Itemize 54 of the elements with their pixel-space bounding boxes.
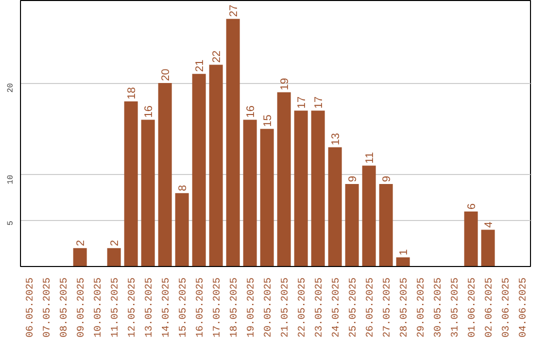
data-label: 13: [330, 133, 342, 146]
data-label: 11: [364, 152, 376, 164]
data-label: 1: [398, 249, 410, 256]
x-tick-label: 29.05.2025: [416, 277, 428, 338]
x-tick-label: 17.05.2025: [212, 277, 224, 338]
data-label: 17: [313, 96, 325, 109]
data-label: 19: [279, 78, 291, 90]
data-label: 21: [194, 60, 206, 72]
data-label: 16: [245, 105, 257, 118]
x-tick-label: 24.05.2025: [332, 277, 342, 338]
x-tick-label: 10.05.2025: [94, 277, 104, 338]
x-tick-label: 09.05.2025: [76, 277, 88, 338]
data-label: 27: [228, 4, 240, 17]
x-tick-label: 30.05.2025: [434, 277, 444, 338]
x-tick-label: 15.05.2025: [178, 277, 190, 338]
x-tick-label: 25.05.2025: [348, 277, 360, 338]
x-tick-label: 19.05.2025: [246, 277, 258, 338]
x-tick-label: 16.05.2025: [196, 277, 206, 338]
data-label: 20: [160, 68, 172, 82]
x-tick-label: 26.05.2025: [366, 277, 376, 338]
y-tick-label: 10: [6, 174, 16, 184]
y-tick-label: 5: [6, 220, 16, 226]
x-tick-label: 21.05.2025: [280, 277, 292, 338]
x-tick-label: 03.06.2025: [502, 277, 512, 338]
x-tick-label: 02.06.2025: [484, 277, 496, 338]
y-tick-label: 20: [6, 82, 16, 93]
x-tick-label: 01.06.2025: [468, 277, 478, 338]
x-tick-label: 04.06.2025: [518, 277, 530, 338]
data-label: 17: [296, 96, 308, 109]
x-tick-label: 18.05.2025: [230, 277, 240, 338]
data-label: 2: [75, 240, 87, 246]
x-tick-label: 08.05.2025: [60, 277, 70, 338]
data-label: 16: [143, 105, 155, 118]
x-tick-label: 07.05.2025: [42, 277, 54, 338]
data-label: 2: [109, 240, 121, 246]
x-tick-label: 14.05.2025: [162, 277, 172, 338]
data-label: 22: [211, 50, 223, 63]
data-label: 18: [126, 87, 138, 100]
x-tick-label: 11.05.2025: [110, 277, 122, 338]
data-label: 8: [177, 184, 189, 192]
data-label: 9: [381, 176, 393, 182]
data-label: 9: [347, 176, 359, 182]
data-label: 6: [466, 203, 478, 210]
x-tick-label: 20.05.2025: [264, 277, 274, 338]
x-tick-label: 31.05.2025: [450, 277, 462, 338]
data-label: 4: [483, 222, 495, 228]
x-tick-label: 27.05.2025: [382, 277, 394, 338]
x-tick-label: 23.05.2025: [314, 277, 326, 338]
data-label: 15: [262, 114, 274, 127]
x-tick-label: 12.05.2025: [128, 277, 138, 338]
x-tick-label: 13.05.2025: [144, 277, 156, 338]
x-tick-label: 28.05.2025: [400, 277, 410, 338]
x-tick-label: 06.05.2025: [26, 277, 36, 338]
x-tick-label: 22.05.2025: [298, 277, 308, 338]
